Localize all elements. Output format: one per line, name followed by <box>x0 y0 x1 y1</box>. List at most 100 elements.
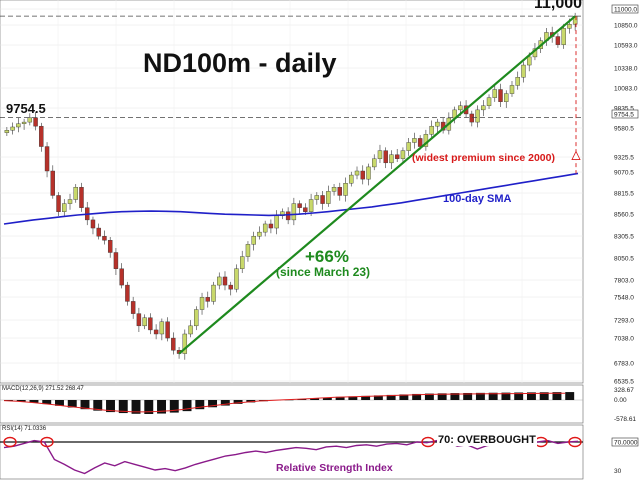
macd-bar <box>42 400 52 405</box>
candle-body <box>153 329 159 335</box>
candle-body <box>268 223 274 229</box>
sma-100-line <box>3 172 579 225</box>
candle-body <box>377 150 383 159</box>
macd-bar <box>118 400 128 414</box>
candle-body <box>4 130 10 133</box>
candle-body <box>130 301 136 314</box>
candle-body <box>62 203 67 212</box>
candle-body <box>337 187 342 196</box>
candle-body <box>527 56 532 66</box>
candle-body <box>492 89 497 98</box>
macd-bar <box>182 400 192 412</box>
macd-bar <box>297 399 307 400</box>
candle-body <box>274 215 279 229</box>
candle-body <box>354 170 360 176</box>
candle-body <box>521 64 526 78</box>
macd-bar <box>373 395 383 400</box>
candle-body <box>39 125 44 147</box>
candle-body <box>326 191 331 204</box>
candle-body <box>475 109 480 123</box>
macd-bar <box>67 400 77 408</box>
candle-body <box>67 199 73 204</box>
candle-body <box>412 138 417 143</box>
price-tick-label: 9325.5 <box>614 155 634 162</box>
level-label: 9754.5 <box>6 101 46 116</box>
overlay-lines <box>0 15 583 355</box>
current-price-tag-text: 11000.0 <box>614 7 637 14</box>
overbought-circle-icon <box>568 436 582 448</box>
macd-signal-line <box>3 392 566 413</box>
macd-bar <box>195 400 205 410</box>
macd-bar <box>29 400 39 403</box>
rsi-caption: Relative Strength Index <box>276 462 393 474</box>
candle-body <box>10 126 15 131</box>
overbought-circle-icon <box>3 436 17 448</box>
candle-body <box>314 195 320 200</box>
candle-body <box>79 187 84 208</box>
candle-body <box>308 199 314 212</box>
candle-body <box>435 121 440 127</box>
candle-body <box>90 219 96 229</box>
sma-label: 100-day SMA <box>443 193 512 205</box>
macd-bar <box>310 398 320 400</box>
macd-bar <box>463 392 473 400</box>
candle-body <box>199 297 205 310</box>
candle-body <box>251 235 256 245</box>
macd-bar <box>424 393 434 400</box>
macd-bar <box>437 393 447 400</box>
premium-arrow-icon <box>571 150 581 160</box>
price-axis: 11000.0 10850.0 10593.0 10338.0 10083.0 9835.… <box>611 4 639 386</box>
price-tick-label: 6783.0 <box>614 361 634 368</box>
candle-body <box>417 138 423 147</box>
rsi-line <box>3 439 579 475</box>
macd-bar <box>131 400 141 414</box>
price-tick-label: 10083.0 <box>614 86 638 93</box>
macd-bar <box>233 400 243 404</box>
candle-body <box>360 170 365 180</box>
candle-body <box>44 146 50 172</box>
price-tick-label: 10338.0 <box>614 66 638 73</box>
macd-bar <box>361 395 371 400</box>
candle-body <box>320 195 325 204</box>
candle-body <box>107 240 113 253</box>
macd-bar <box>157 400 166 414</box>
candle-body <box>429 125 434 135</box>
price-tick-label: 8815.5 <box>614 191 634 198</box>
candle-body <box>188 325 193 335</box>
candle-body <box>194 309 199 327</box>
macd-bar <box>348 396 358 400</box>
macd-bar <box>80 400 90 410</box>
macd-bar <box>501 392 511 400</box>
candle-body <box>366 166 371 180</box>
macd-bar <box>220 400 230 406</box>
macd-tick-label: 328.67 <box>614 387 634 394</box>
macd-bar <box>93 400 103 411</box>
candle-body <box>21 121 27 124</box>
candle-body <box>291 203 297 221</box>
candle-body <box>205 297 210 302</box>
macd-tick-label: 0.00 <box>614 397 627 404</box>
candle-body <box>509 85 515 94</box>
candle-body <box>27 117 33 123</box>
macd-bar <box>144 400 154 414</box>
rsi-label: RSI(14) 71.0336 <box>2 426 47 432</box>
candle-body <box>136 313 142 327</box>
macd-bar <box>514 392 524 400</box>
candle-body <box>217 276 222 286</box>
candle-body <box>240 256 245 269</box>
gain-pct-label: +66% <box>305 247 349 266</box>
candle-body <box>504 93 509 102</box>
macd-bar <box>475 392 485 400</box>
macd-tick-label: -578.61 <box>614 416 636 423</box>
candle-body <box>389 154 394 164</box>
candle-body <box>16 123 21 128</box>
price-tick-label: 7038.0 <box>614 336 634 343</box>
candle-body <box>257 231 262 237</box>
candle-body <box>228 284 233 290</box>
candle-body <box>102 235 107 241</box>
candle-body <box>343 183 348 196</box>
price-tick-label: 7803.0 <box>614 278 634 285</box>
macd-bar <box>16 400 26 402</box>
overbought-label: 70: OVERBOUGHT <box>437 434 537 446</box>
